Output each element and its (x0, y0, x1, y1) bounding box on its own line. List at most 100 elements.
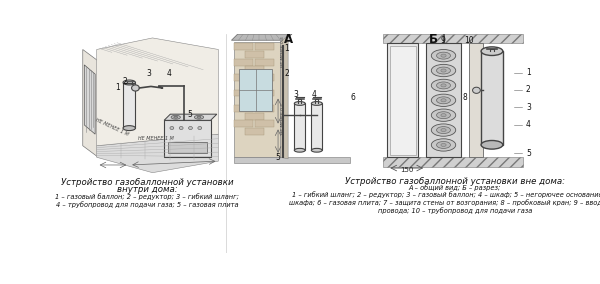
Ellipse shape (295, 148, 305, 152)
Ellipse shape (194, 115, 203, 119)
Ellipse shape (179, 126, 183, 130)
Ellipse shape (441, 129, 446, 131)
Ellipse shape (437, 127, 451, 133)
Ellipse shape (311, 148, 322, 152)
Bar (389, 46, 416, 155)
Text: 6: 6 (350, 93, 355, 101)
Bar (234, 74, 253, 81)
Text: 1 – гибкий шланг; 2 – редуктор; 3 – газовый баллон; 4 – шкаф; 5 – негорючее осно: 1 – гибкий шланг; 2 – редуктор; 3 – газо… (289, 191, 600, 214)
Ellipse shape (311, 102, 322, 105)
Ellipse shape (441, 99, 446, 102)
Text: Устройство газобаллонной установки: Устройство газобаллонной установки (61, 178, 233, 187)
Ellipse shape (171, 115, 181, 119)
Ellipse shape (431, 124, 456, 136)
Text: 2: 2 (122, 77, 127, 86)
Bar (245, 82, 264, 89)
Text: 1 – газовый баллон; 2 – редуктор; 3 – гибкий шланг;
4 – трубопровод для подачи г: 1 – газовый баллон; 2 – редуктор; 3 – ги… (55, 193, 239, 208)
Bar (245, 66, 264, 73)
Ellipse shape (431, 79, 456, 91)
Ellipse shape (481, 141, 503, 149)
Ellipse shape (437, 52, 451, 59)
Ellipse shape (441, 84, 446, 87)
Text: 3: 3 (526, 103, 531, 112)
Bar (255, 120, 274, 127)
Bar (383, 157, 523, 166)
Polygon shape (232, 34, 292, 40)
Bar (311, 103, 322, 150)
Ellipse shape (441, 54, 446, 57)
Bar (234, 59, 253, 66)
Text: Б: Б (430, 33, 439, 46)
Text: 1: 1 (115, 83, 120, 91)
Bar (255, 89, 274, 97)
Text: 1: 1 (284, 44, 289, 53)
Bar (469, 43, 482, 157)
Text: внутри дома:: внутри дома: (117, 185, 178, 194)
Bar (245, 113, 264, 120)
Polygon shape (164, 114, 217, 120)
Ellipse shape (170, 126, 174, 130)
Polygon shape (84, 65, 95, 134)
Ellipse shape (188, 126, 193, 130)
Text: 10: 10 (464, 36, 473, 45)
Ellipse shape (431, 64, 456, 77)
Bar (245, 51, 264, 58)
Text: 2: 2 (284, 69, 289, 78)
Text: НЕ МЕНЕЕ 1 М: НЕ МЕНЕЕ 1 М (139, 136, 175, 141)
Bar (234, 120, 253, 127)
Bar (388, 43, 418, 157)
Polygon shape (234, 42, 280, 157)
Text: 2: 2 (526, 85, 531, 94)
Text: 4: 4 (167, 69, 172, 78)
Ellipse shape (198, 126, 202, 130)
Ellipse shape (197, 116, 201, 118)
Bar (123, 82, 136, 128)
Ellipse shape (481, 47, 503, 55)
Bar (245, 128, 264, 135)
Ellipse shape (441, 114, 446, 117)
Text: 8: 8 (463, 93, 467, 102)
Text: 3: 3 (293, 90, 298, 99)
Ellipse shape (123, 126, 136, 131)
Polygon shape (83, 49, 98, 157)
Bar (255, 43, 274, 50)
Bar (168, 142, 207, 153)
Text: НЕ МЕНЕЕ 0,5: НЕ МЕНЕЕ 0,5 (281, 103, 286, 134)
Ellipse shape (123, 80, 136, 85)
Bar (234, 105, 253, 112)
Ellipse shape (441, 143, 446, 147)
Text: 5: 5 (275, 153, 280, 162)
Ellipse shape (295, 102, 305, 105)
Ellipse shape (431, 109, 456, 121)
Bar (234, 89, 253, 97)
Ellipse shape (431, 139, 456, 151)
Ellipse shape (431, 94, 456, 106)
Bar (255, 74, 274, 81)
Ellipse shape (437, 97, 451, 104)
Bar (383, 34, 523, 43)
Polygon shape (234, 157, 350, 163)
Text: Устройство газобаллонной установки вне дома:: Устройство газобаллонной установки вне д… (345, 177, 565, 185)
Polygon shape (280, 36, 288, 159)
Polygon shape (97, 134, 218, 173)
Text: А – общий вид; Б – разрез;: А – общий вид; Б – разрез; (409, 184, 501, 191)
Text: 1: 1 (526, 68, 531, 77)
Ellipse shape (131, 85, 139, 91)
Bar (164, 120, 211, 157)
Ellipse shape (437, 141, 451, 149)
Bar (295, 103, 305, 150)
Text: НЕ МЕНЕЕ 1 М: НЕ МЕНЕЕ 1 М (95, 117, 130, 137)
Bar (481, 51, 503, 145)
Bar (234, 43, 253, 50)
Ellipse shape (431, 49, 456, 62)
Text: 5: 5 (187, 110, 192, 119)
Ellipse shape (437, 112, 451, 119)
Text: 4: 4 (526, 120, 531, 130)
Bar (255, 105, 274, 112)
Bar (426, 43, 461, 157)
Text: 9: 9 (440, 36, 446, 45)
Text: 5: 5 (526, 149, 531, 158)
Ellipse shape (174, 116, 178, 118)
Text: НЕ МЕНЕЕ 0,5: НЕ МЕНЕЕ 0,5 (281, 37, 286, 67)
Bar (239, 69, 272, 111)
